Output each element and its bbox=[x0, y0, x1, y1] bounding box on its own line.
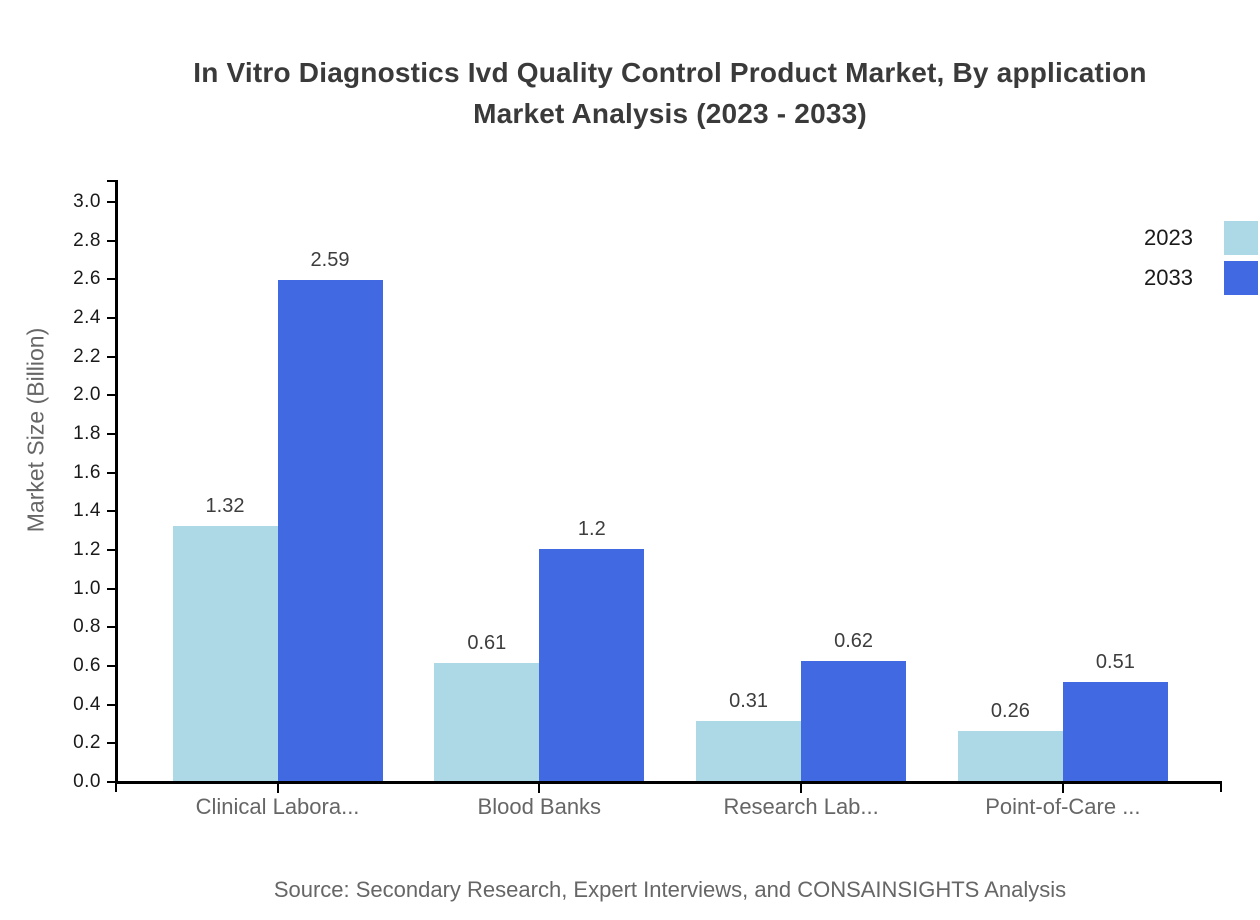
value-label-2023-2: 0.61 bbox=[467, 632, 507, 654]
legend-swatch-2033 bbox=[1224, 261, 1258, 295]
legend: 2023 2033 bbox=[1144, 221, 1258, 301]
y-tick-label: 2.8 bbox=[73, 230, 101, 251]
legend-item-2033: 2033 bbox=[1144, 261, 1258, 295]
category-label-2: Blood Banks bbox=[477, 794, 602, 819]
y-tick-mark bbox=[107, 588, 115, 590]
y-tick-label: 2.0 bbox=[73, 384, 101, 405]
legend-label-2023: 2023 bbox=[1144, 225, 1193, 250]
chart-title: In Vitro Diagnostics Ivd Quality Control… bbox=[120, 52, 1220, 134]
value-label-2023-3: 0.31 bbox=[729, 690, 769, 712]
value-label-2033-3: 0.62 bbox=[834, 630, 874, 652]
x-tick-mark bbox=[276, 784, 279, 793]
bar-2033-2 bbox=[539, 549, 645, 781]
y-axis-line bbox=[115, 180, 118, 784]
chart-title-line2: Market Analysis (2023 - 2033) bbox=[473, 98, 867, 129]
y-tick-mark bbox=[107, 394, 115, 396]
bar-2023-2 bbox=[434, 663, 540, 781]
y-tick-label: 1.0 bbox=[73, 578, 101, 599]
y-tick-mark bbox=[107, 317, 115, 319]
x-tick-mark bbox=[800, 784, 803, 793]
y-tick-mark bbox=[107, 356, 115, 358]
value-label-2033-1: 2.59 bbox=[310, 249, 350, 271]
value-label-2023-1: 1.32 bbox=[205, 495, 245, 517]
y-tick-mark bbox=[107, 742, 115, 744]
y-tick-mark bbox=[107, 510, 115, 512]
x-axis-outer-tick-left bbox=[115, 784, 117, 792]
bar-2033-1 bbox=[277, 280, 383, 781]
y-tick-label: 0.8 bbox=[73, 616, 101, 637]
source-note: Source: Secondary Research, Expert Inter… bbox=[273, 877, 1067, 902]
y-tick-label: 1.6 bbox=[73, 462, 101, 483]
y-tick-mark bbox=[107, 665, 115, 667]
x-tick-mark bbox=[1061, 784, 1064, 793]
y-tick-mark bbox=[107, 781, 115, 783]
bar-2023-4 bbox=[957, 731, 1063, 781]
legend-label-2033: 2033 bbox=[1144, 265, 1193, 290]
y-tick-label: 0.2 bbox=[73, 732, 101, 753]
value-label-2033-2: 1.2 bbox=[577, 518, 606, 540]
y-tick-mark bbox=[107, 240, 115, 242]
bar-2033-4 bbox=[1062, 682, 1168, 781]
y-axis-outer-tick bbox=[107, 180, 115, 182]
y-tick-mark bbox=[107, 433, 115, 435]
y-tick-mark bbox=[107, 626, 115, 628]
bar-2023-3 bbox=[696, 721, 802, 781]
legend-swatch-2023 bbox=[1224, 221, 1258, 255]
y-tick-label: 1.4 bbox=[73, 500, 101, 521]
chart-title-line1: In Vitro Diagnostics Ivd Quality Control… bbox=[193, 57, 1147, 88]
legend-item-2023: 2023 bbox=[1144, 221, 1258, 255]
y-tick-label: 2.2 bbox=[73, 346, 101, 367]
y-tick-label: 0.0 bbox=[73, 771, 101, 792]
y-tick-label: 0.6 bbox=[73, 655, 101, 676]
category-label-3: Research Lab... bbox=[723, 794, 879, 819]
y-tick-label: 3.0 bbox=[73, 191, 101, 212]
category-label-1: Clinical Labora... bbox=[195, 794, 360, 819]
y-tick-label: 1.8 bbox=[73, 423, 101, 444]
y-tick-label: 2.6 bbox=[73, 268, 101, 289]
x-axis-line bbox=[115, 781, 1222, 784]
x-axis-outer-tick-right bbox=[1220, 784, 1222, 792]
category-label-4: Point-of-Care ... bbox=[985, 794, 1141, 819]
bar-2023-1 bbox=[172, 526, 278, 781]
value-label-2033-4: 0.51 bbox=[1095, 651, 1135, 673]
y-tick-mark bbox=[107, 549, 115, 551]
y-tick-label: 1.2 bbox=[73, 539, 101, 560]
y-tick-mark bbox=[107, 201, 115, 203]
value-label-2023-4: 0.26 bbox=[990, 700, 1030, 722]
y-tick-mark bbox=[107, 704, 115, 706]
y-tick-mark bbox=[107, 278, 115, 280]
y-tick-label: 2.4 bbox=[73, 307, 101, 328]
bar-2033-3 bbox=[801, 661, 907, 781]
y-tick-label: 0.4 bbox=[73, 694, 101, 715]
y-tick-mark bbox=[107, 472, 115, 474]
x-tick-mark bbox=[538, 784, 541, 793]
